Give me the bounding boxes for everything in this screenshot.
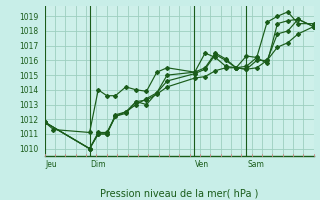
Text: Sam: Sam bbox=[247, 160, 264, 169]
Text: Jeu: Jeu bbox=[46, 160, 57, 169]
Text: Ven: Ven bbox=[195, 160, 209, 169]
Text: Dim: Dim bbox=[91, 160, 106, 169]
Text: Pression niveau de la mer( hPa ): Pression niveau de la mer( hPa ) bbox=[100, 189, 258, 199]
